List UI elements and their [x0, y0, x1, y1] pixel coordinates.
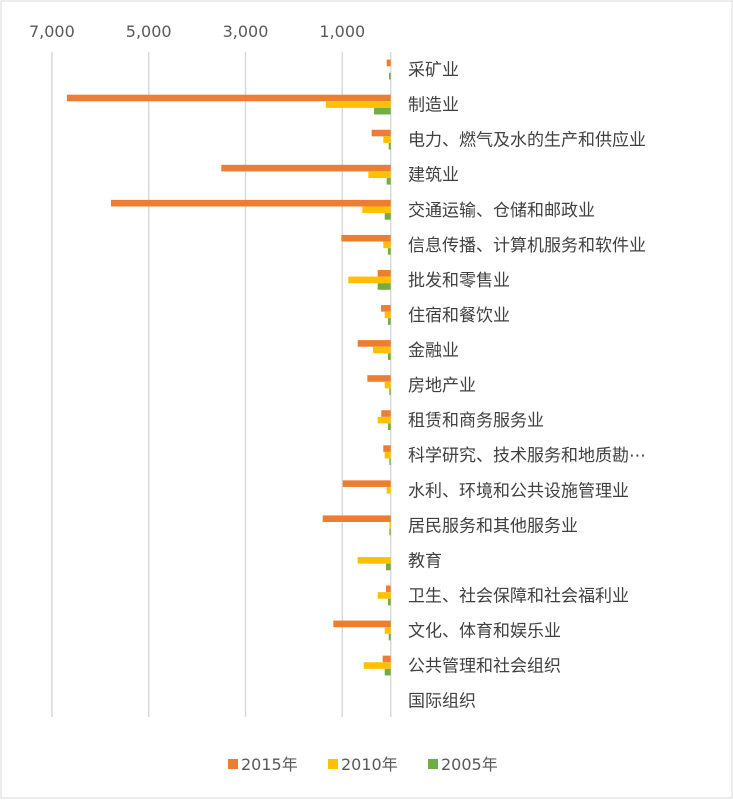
x-tick-label: 1,000 — [319, 22, 365, 41]
legend-swatch-1 — [328, 759, 338, 769]
bar-2-5 — [383, 241, 391, 249]
bar-2-13 — [389, 522, 391, 529]
bar-1-16 — [333, 620, 391, 628]
bar-1-13 — [322, 515, 391, 523]
bar-3-0 — [389, 72, 391, 80]
bar-1-12 — [342, 480, 391, 487]
category-label: 信息传播、计算机服务和软件业 — [408, 236, 646, 256]
legend-label: 2015年 — [241, 755, 298, 774]
x-tick-label: 7,000 — [29, 22, 75, 41]
bar-1-8 — [357, 340, 391, 347]
bar-2-2 — [383, 136, 391, 143]
bar-3-15 — [387, 598, 391, 606]
category-label: 批发和零售业 — [408, 271, 510, 291]
bar-3-6 — [377, 283, 391, 290]
bar-2-10 — [377, 416, 391, 424]
category-label: 教育 — [408, 551, 442, 571]
category-label: 建筑业 — [408, 166, 459, 186]
legend-swatch-2 — [428, 759, 438, 769]
category-label: 金融业 — [408, 341, 459, 361]
category-label: 文化、体育和娱乐业 — [408, 621, 561, 641]
bar-2-11 — [384, 451, 391, 459]
category-label: 卫生、社会保障和社会福利业 — [408, 586, 629, 606]
bar-2-9 — [384, 381, 391, 389]
bar-1-6 — [377, 269, 391, 277]
bar-3-10 — [387, 423, 391, 431]
bar-2-7 — [384, 311, 391, 319]
legend-label: 2005年 — [441, 755, 498, 774]
bar-1-7 — [381, 305, 391, 312]
category-label: 交通运输、仓储和邮政业 — [408, 201, 595, 221]
bar-1-3 — [221, 164, 391, 172]
category-label: 制造业 — [408, 96, 459, 116]
bar-2-3 — [368, 171, 391, 179]
legend-label: 2010年 — [341, 755, 398, 774]
bar-3-9 — [389, 388, 391, 395]
bar-2-1 — [325, 101, 391, 108]
bar-1-5 — [341, 234, 391, 242]
x-tick-label: 3,000 — [223, 22, 269, 41]
bar-2-12 — [386, 486, 391, 494]
bar-3-13 — [389, 528, 391, 536]
bar-3-11 — [389, 458, 391, 466]
category-label: 水利、环境和公共设施管理业 — [408, 481, 629, 501]
category-label: 租赁和商务服务业 — [408, 411, 544, 431]
bar-1-1 — [66, 94, 391, 102]
bar-2-4 — [362, 206, 391, 214]
bar-3-16 — [388, 633, 391, 641]
bar-1-2 — [371, 129, 391, 137]
category-label: 房地产业 — [408, 376, 476, 396]
bar-3-1 — [374, 107, 391, 115]
bar-3-7 — [387, 318, 391, 325]
category-label: 国际组织 — [408, 692, 476, 712]
bar-2-14 — [357, 557, 391, 564]
bar-2-6 — [348, 276, 391, 284]
legend-swatch-0 — [228, 759, 238, 769]
bar-1-11 — [383, 445, 391, 452]
bar-2-17 — [363, 662, 391, 669]
bar-2-8 — [372, 346, 391, 354]
bar-3-2 — [388, 142, 391, 150]
bar-3-4 — [384, 213, 391, 220]
bar-3-17 — [384, 668, 391, 676]
bar-3-5 — [387, 248, 391, 255]
bar-1-15 — [386, 585, 391, 593]
category-label: 居民服务和其他服务业 — [408, 516, 578, 536]
category-label: 电力、燃气及水的生产和供应业 — [408, 131, 646, 151]
bar-1-0 — [386, 59, 391, 67]
x-tick-label: 5,000 — [126, 22, 172, 41]
bar-1-17 — [382, 655, 391, 663]
category-label: 科学研究、技术服务和地质勘⋯ — [408, 446, 646, 466]
category-label: 公共管理和社会组织 — [408, 657, 561, 677]
bar-1-10 — [381, 410, 391, 417]
bar-3-3 — [386, 178, 391, 185]
bar-2-15 — [377, 592, 391, 599]
bar-3-14 — [386, 563, 391, 571]
bar-2-16 — [384, 627, 391, 634]
bar-1-9 — [367, 375, 391, 382]
bar-3-8 — [387, 353, 391, 360]
bar-1-4 — [110, 199, 391, 207]
category-label: 住宿和餐饮业 — [408, 306, 510, 326]
category-label: 采矿业 — [408, 61, 459, 81]
